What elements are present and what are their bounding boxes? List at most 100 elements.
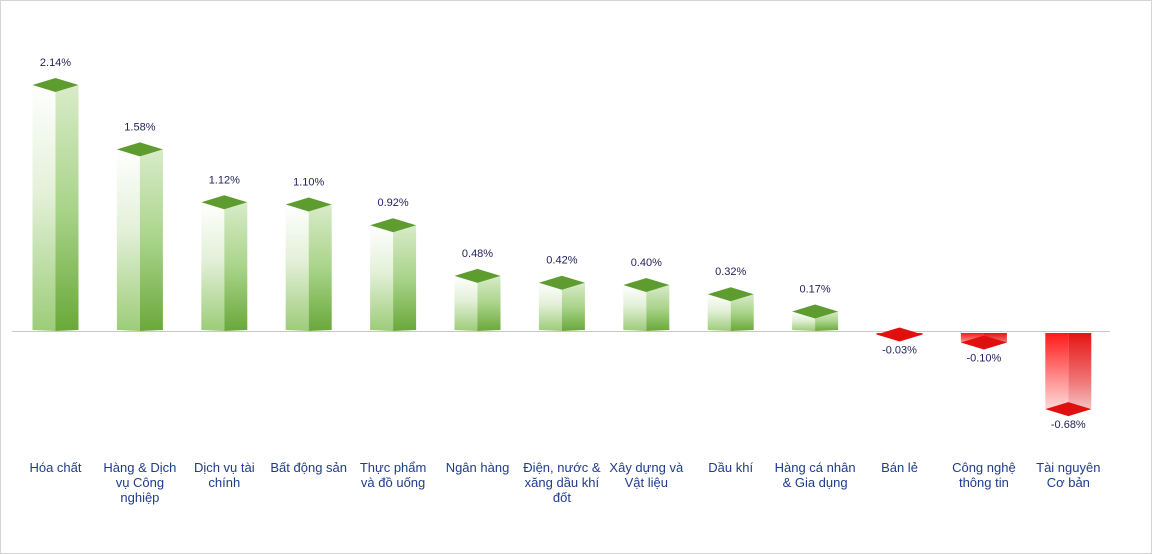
- value-label: 0.17%: [799, 283, 830, 295]
- category-label-line: Điện, nước &: [523, 460, 601, 475]
- bar-face-right: [561, 282, 585, 331]
- category-label-line: & Gia dụng: [783, 475, 848, 490]
- category-label: Dầu khí: [708, 460, 753, 475]
- category-label-line: đốt: [553, 490, 571, 505]
- category-label: Bán lẻ: [881, 460, 918, 475]
- value-label: 1.10%: [293, 177, 324, 189]
- bar-bottom-cap: [876, 327, 923, 342]
- category-label-line: Bán lẻ: [881, 460, 918, 475]
- category-label: Ngân hàng: [446, 460, 510, 475]
- bar-top-cap: [32, 78, 79, 92]
- bar-face-left: [370, 225, 394, 331]
- value-label: -0.03%: [882, 344, 917, 356]
- bar-face-right: [139, 149, 163, 331]
- bar-top-cap: [707, 287, 754, 302]
- bar: [454, 268, 501, 331]
- category-label-line: Thực phẩm: [360, 460, 427, 475]
- bar-face-left: [707, 294, 731, 331]
- bars-layer: [32, 78, 1092, 417]
- bar-face-left: [623, 285, 647, 331]
- bar: [116, 142, 163, 331]
- category-label-line: Dịch vụ tài: [194, 460, 255, 475]
- category-label: Công nghệ thông tin: [952, 460, 1016, 490]
- bar: [707, 287, 754, 331]
- category-label-line: Hàng & Dịch: [103, 460, 176, 475]
- category-label-line: thông tin: [959, 475, 1009, 490]
- value-label: 0.40%: [631, 257, 662, 269]
- bar-face-right: [224, 202, 248, 331]
- value-label: 0.32%: [715, 266, 746, 278]
- category-label: Hàng & Dịch vụ Công nghiệp: [103, 460, 176, 505]
- category-label-line: chính: [208, 475, 240, 490]
- category-label-line: Công nghệ: [952, 460, 1016, 475]
- bar-bottom-cap: [1045, 402, 1092, 417]
- bar: [876, 327, 923, 342]
- category-label-line: Dầu khí: [708, 460, 753, 475]
- category-label-line: Cơ bản: [1047, 475, 1090, 490]
- bar-face-left: [792, 311, 816, 331]
- category-label-line: Vật liệu: [625, 475, 668, 490]
- bar: [1045, 333, 1092, 417]
- bar-top-cap: [623, 278, 670, 293]
- bar: [538, 275, 585, 331]
- bar-face-left: [116, 149, 140, 331]
- bar-face-left: [32, 85, 56, 331]
- category-label-line: Hóa chất: [29, 460, 81, 475]
- category-label: Hóa chất: [29, 460, 81, 475]
- bar-face-left: [454, 275, 478, 331]
- bar-face-right: [1068, 333, 1092, 417]
- category-label-line: vụ Công: [116, 475, 164, 490]
- bar-top-cap: [116, 142, 163, 157]
- bar-face-left: [538, 282, 562, 331]
- category-label: Thực phẩm và đồ uống: [360, 460, 427, 490]
- bar-face-left: [1045, 333, 1069, 417]
- bar-face-left: [285, 204, 309, 331]
- bar-face-right: [308, 204, 332, 331]
- value-label: -0.10%: [966, 352, 1001, 364]
- category-label: Dịch vụ tài chính: [194, 460, 255, 490]
- category-label: Điện, nước & xăng dầu khí đốt: [523, 460, 601, 505]
- category-label: Tài nguyên Cơ bản: [1036, 460, 1100, 490]
- category-label-line: Hàng cá nhân: [775, 460, 856, 475]
- category-label-line: nghiệp: [120, 490, 159, 505]
- bar: [32, 78, 79, 331]
- value-label: 0.48%: [462, 248, 493, 260]
- bar-top-cap: [370, 218, 417, 233]
- bar-face-right: [55, 85, 79, 331]
- bar-top-cap: [454, 268, 501, 283]
- category-label-line: Bất động sản: [270, 460, 347, 475]
- value-label: 0.92%: [377, 197, 408, 209]
- bar-bottom-cap: [960, 335, 1007, 350]
- bar-top-cap: [538, 275, 585, 290]
- bar: [960, 333, 1007, 350]
- value-label: 1.58%: [124, 121, 155, 133]
- category-label-line: Tài nguyên: [1036, 460, 1100, 475]
- value-label: -0.68%: [1051, 419, 1086, 431]
- bar-face-right: [646, 285, 670, 331]
- bar-face-right: [477, 275, 501, 331]
- category-label-line: xăng dầu khí: [525, 475, 600, 490]
- bar: [201, 195, 248, 331]
- value-labels-layer: 2.14% 1.58% 1.12% 1.10% 0.92% 0.48% 0.42% 0.40%…: [40, 57, 1086, 431]
- category-label-line: Xây dựng và: [609, 460, 684, 475]
- category-label-line: và đồ uống: [361, 475, 425, 490]
- bar: [285, 197, 332, 331]
- bar-face-right: [393, 225, 417, 331]
- category-label-line: Ngân hàng: [446, 460, 510, 475]
- bar: [623, 278, 670, 331]
- bar-top-cap: [792, 304, 839, 319]
- bar: [792, 304, 839, 331]
- bar-top-cap: [201, 195, 248, 210]
- bar-face-right: [815, 311, 839, 331]
- bar: [370, 218, 417, 331]
- value-label: 2.14%: [40, 57, 71, 69]
- category-label: Xây dựng và Vật liệu: [609, 460, 684, 490]
- bar-face-left: [201, 202, 225, 331]
- bar-top-cap: [285, 197, 332, 212]
- value-label: 1.12%: [209, 174, 240, 186]
- category-label: Bất động sản: [270, 460, 347, 475]
- value-label: 0.42%: [546, 255, 577, 267]
- category-labels-layer: Hóa chất Hàng & Dịch vụ Công nghiệp Dịch vụ …: [29, 460, 1100, 505]
